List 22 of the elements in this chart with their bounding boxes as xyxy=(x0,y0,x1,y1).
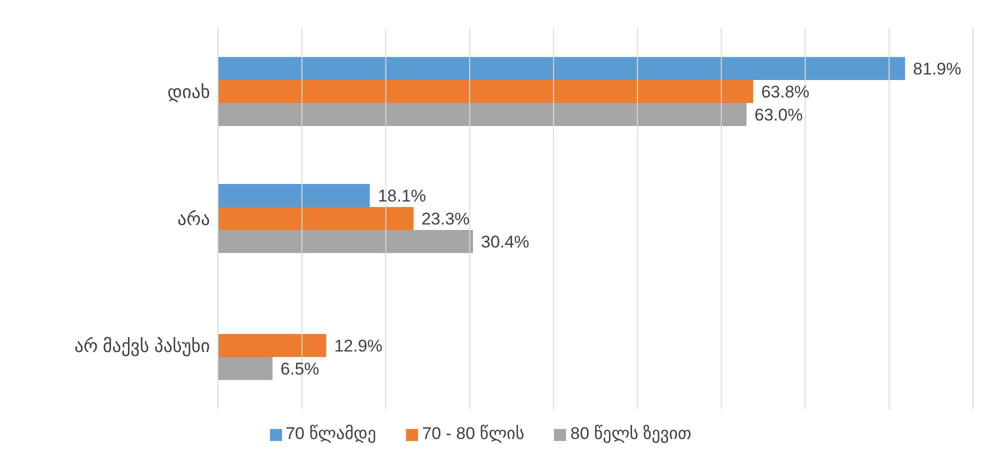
data-label: 81.9% xyxy=(913,59,962,78)
data-label: 23.3% xyxy=(421,209,470,228)
y-tick-label: არა xyxy=(177,208,210,229)
legend-label: 70 წლამდე xyxy=(286,424,376,443)
data-label: 12.9% xyxy=(334,336,382,356)
data-label: 18.1% xyxy=(378,186,426,206)
legend-label: 70 - 80 წლის xyxy=(422,424,524,443)
data-label: 6.5% xyxy=(280,359,320,378)
bar xyxy=(218,80,754,103)
bar xyxy=(218,357,273,380)
bar xyxy=(218,57,906,80)
legend-label: 80 წელს ზევით xyxy=(570,424,692,443)
bar xyxy=(218,103,746,126)
data-label: 63.0% xyxy=(754,105,803,124)
y-tick-label: არ მაქვს პასუხი xyxy=(74,336,210,357)
bar xyxy=(218,184,370,207)
data-label: 30.4% xyxy=(481,232,530,252)
data-label: 63.8% xyxy=(761,82,810,102)
bar xyxy=(218,207,414,230)
bar xyxy=(218,230,474,253)
bar xyxy=(218,334,326,357)
y-tick-label: დიახ xyxy=(167,82,210,103)
